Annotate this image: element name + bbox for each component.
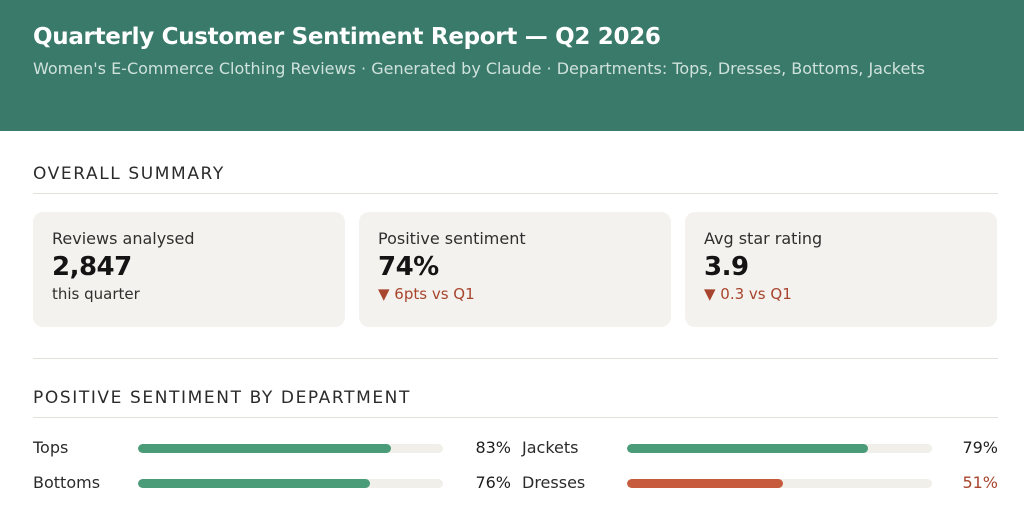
department-percentage: 51% (962, 473, 998, 492)
department-percentage: 76% (475, 473, 511, 492)
reviews-analysed-card: Reviews analysed 2,847 this quarter (33, 212, 345, 327)
department-sentiment-heading: POSITIVE SENTIMENT BY DEPARTMENT (33, 388, 998, 418)
card-value: 3.9 (704, 252, 749, 282)
sentiment-bar-track (627, 479, 932, 488)
sentiment-bar-track (138, 479, 443, 488)
card-label: Reviews analysed (52, 229, 195, 248)
department-row-dresses: Dresses 51% (522, 471, 998, 495)
department-percentage: 83% (475, 438, 511, 457)
report-subtitle: Women's E-Commerce Clothing Reviews · Ge… (33, 59, 925, 78)
card-value: 2,847 (52, 252, 132, 282)
positive-sentiment-card: Positive sentiment 74% ▼ 6pts vs Q1 (359, 212, 671, 327)
card-change-indicator: ▼ 0.3 vs Q1 (704, 285, 792, 303)
department-name: Bottoms (33, 473, 101, 492)
department-row-bottoms: Bottoms 76% (33, 471, 511, 495)
report-title: Quarterly Customer Sentiment Report — Q2… (33, 24, 661, 50)
report-header: Quarterly Customer Sentiment Report — Q2… (0, 0, 1024, 131)
sentiment-bar-fill (627, 479, 783, 488)
overall-summary-heading: OVERALL SUMMARY (33, 164, 998, 194)
department-name: Dresses (522, 473, 586, 492)
avg-star-rating-card: Avg star rating 3.9 ▼ 0.3 vs Q1 (685, 212, 997, 327)
sentiment-bar-track (627, 444, 932, 453)
card-label: Positive sentiment (378, 229, 526, 248)
card-change-indicator: ▼ 6pts vs Q1 (378, 285, 475, 303)
sentiment-bar-fill (138, 479, 370, 488)
sentiment-bar-track (138, 444, 443, 453)
department-row-jackets: Jackets 79% (522, 436, 998, 460)
card-value: 74% (378, 252, 439, 282)
department-row-tops: Tops 83% (33, 436, 511, 460)
department-name: Tops (33, 438, 69, 457)
department-name: Jackets (522, 438, 579, 457)
sentiment-bar-fill (627, 444, 868, 453)
sentiment-bar-fill (138, 444, 392, 453)
card-subtext: this quarter (52, 285, 140, 303)
card-label: Avg star rating (704, 229, 823, 248)
department-percentage: 79% (962, 438, 998, 457)
section-divider (33, 358, 998, 359)
